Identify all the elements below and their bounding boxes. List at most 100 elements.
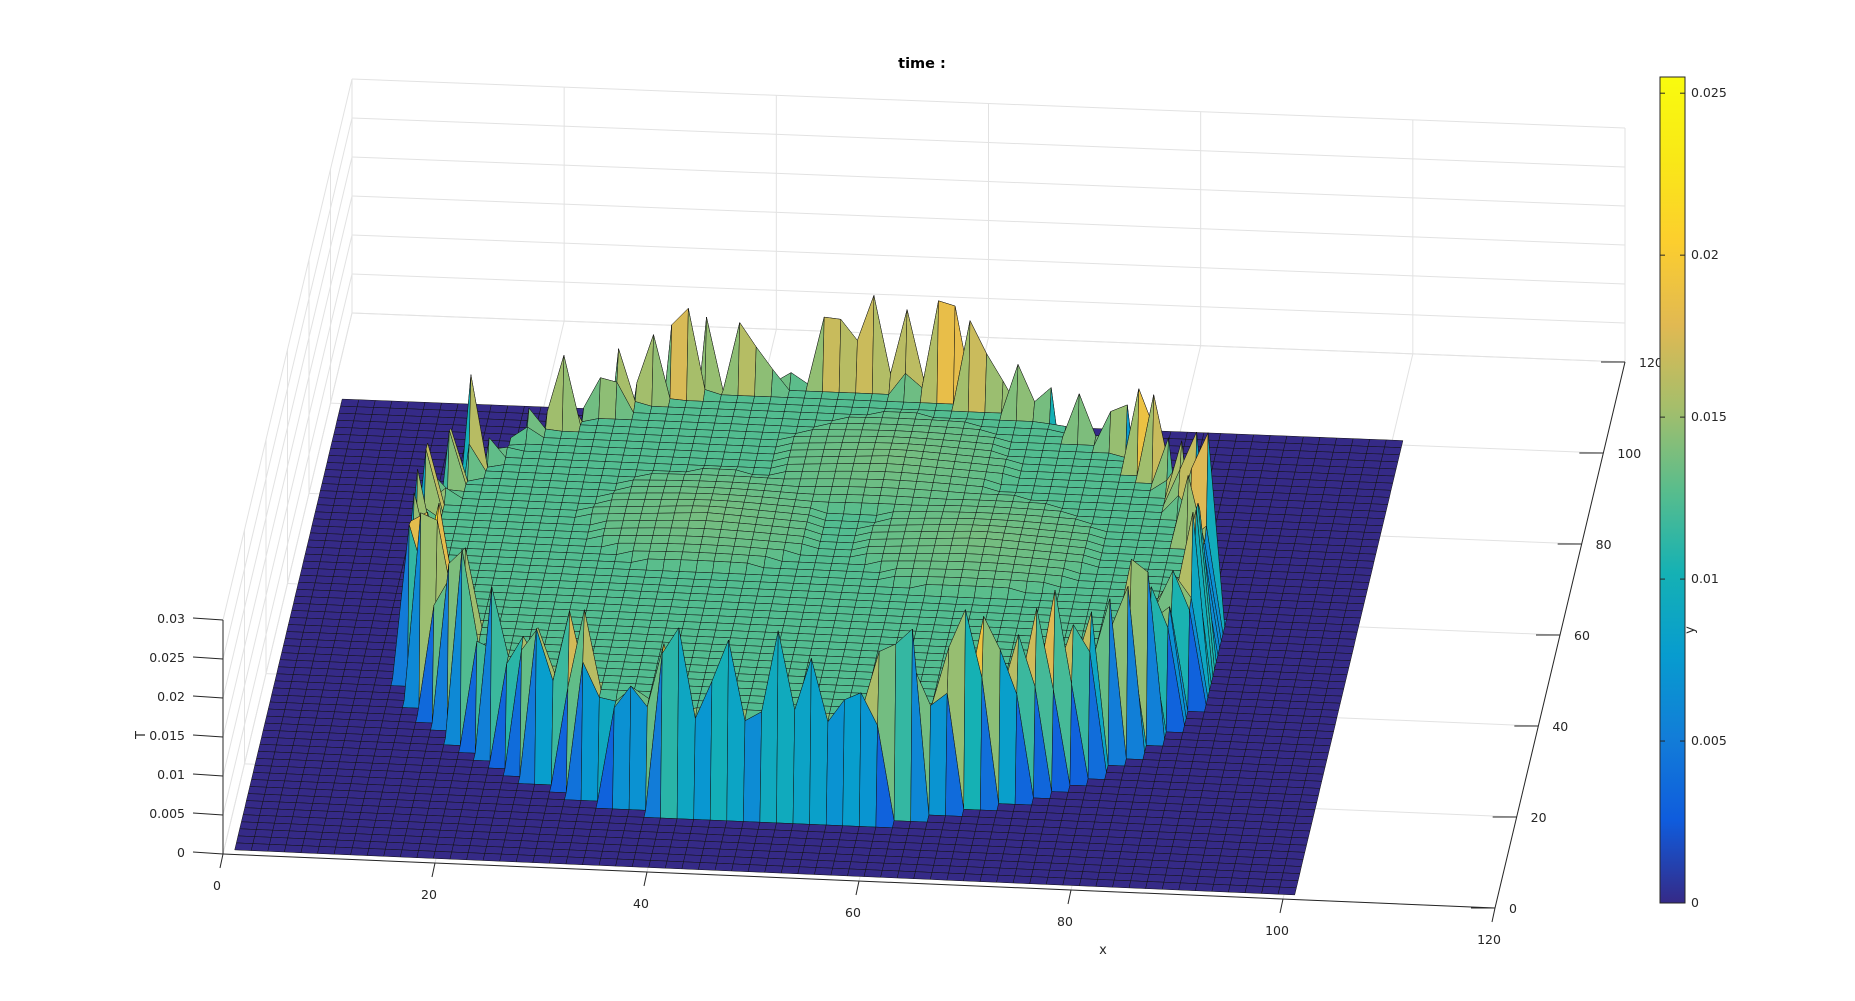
surface-face xyxy=(896,870,916,879)
surface-face xyxy=(1147,802,1167,811)
surface-face xyxy=(379,585,399,594)
surface-face xyxy=(1247,735,1266,744)
surface-face xyxy=(686,671,706,680)
surface-face xyxy=(786,675,806,684)
surface-face xyxy=(675,818,695,827)
surface-face xyxy=(702,528,722,538)
surface-face xyxy=(538,522,558,532)
surface-face xyxy=(973,831,993,840)
surface-face xyxy=(923,659,943,669)
surface-face xyxy=(582,545,602,555)
surface-face xyxy=(1324,480,1344,489)
surface-face xyxy=(1163,803,1183,812)
surface-face xyxy=(1068,615,1088,625)
surface-face xyxy=(1246,455,1266,464)
surface-face xyxy=(1188,768,1208,777)
surface-face xyxy=(639,448,659,457)
surface-face xyxy=(834,613,854,622)
surface-face xyxy=(241,814,260,823)
surface-face xyxy=(1358,546,1378,555)
surface-face xyxy=(382,500,402,509)
surface-face xyxy=(736,842,756,851)
surface-face xyxy=(362,655,382,665)
surface-face xyxy=(375,741,395,751)
surface-face xyxy=(752,467,772,476)
surface-face xyxy=(1291,478,1311,488)
surface-face xyxy=(1332,588,1352,597)
surface-face xyxy=(332,569,352,578)
surface-face xyxy=(1059,820,1079,829)
surface-face xyxy=(1226,540,1246,550)
surface-face xyxy=(1287,844,1307,853)
surface-face xyxy=(774,822,794,831)
surface-face xyxy=(368,770,388,779)
surface-face xyxy=(1309,751,1329,761)
surface-face xyxy=(504,592,524,601)
surface-face xyxy=(1014,868,1034,877)
surface-face xyxy=(1250,792,1270,801)
surface-face xyxy=(393,457,412,467)
surface-face xyxy=(1320,709,1339,718)
surface-face xyxy=(482,432,502,442)
surface-face xyxy=(1132,794,1152,804)
surface-face xyxy=(604,520,624,529)
surface-face xyxy=(330,789,350,799)
surface-face xyxy=(707,586,727,595)
surface-face xyxy=(1299,443,1319,452)
surface-face xyxy=(855,448,875,457)
surface-face xyxy=(499,613,519,623)
surface-face xyxy=(780,561,800,570)
surface-face xyxy=(1266,864,1286,874)
surface-face xyxy=(830,867,850,877)
surface-face xyxy=(1039,833,1059,843)
surface-face xyxy=(390,820,410,830)
surface-face xyxy=(750,402,770,412)
surface-face xyxy=(618,844,638,853)
surface-face xyxy=(823,442,843,450)
surface-face xyxy=(1300,579,1320,588)
surface-face xyxy=(349,569,369,579)
surface-face xyxy=(645,558,665,572)
surface-face xyxy=(692,436,712,445)
surface-face xyxy=(510,500,530,509)
surface-face xyxy=(1269,779,1289,788)
surface-face xyxy=(610,808,630,817)
surface-face xyxy=(236,835,255,844)
surface-face xyxy=(571,524,591,533)
surface-face xyxy=(1305,701,1325,710)
surface-face xyxy=(811,569,831,578)
surface-face xyxy=(1364,453,1384,462)
surface-face xyxy=(1198,725,1218,735)
surface-face xyxy=(1229,669,1249,679)
surface-face xyxy=(1079,878,1098,887)
surface-face xyxy=(710,572,730,581)
surface-face xyxy=(896,488,916,498)
surface-face xyxy=(813,562,833,571)
surface-face xyxy=(372,542,392,551)
surface-face xyxy=(776,575,796,584)
surface-face xyxy=(1150,859,1170,869)
surface-face xyxy=(1063,494,1083,503)
surface-face xyxy=(636,527,655,536)
surface-face xyxy=(503,528,523,537)
surface-face xyxy=(1268,786,1288,795)
surface-face xyxy=(1253,706,1273,715)
surface-face xyxy=(699,855,719,864)
surface-face xyxy=(1105,459,1125,469)
surface-face xyxy=(1289,837,1309,846)
surface-face xyxy=(871,448,891,457)
surface-face xyxy=(1229,598,1249,607)
surface-face xyxy=(975,578,995,588)
surface-face xyxy=(1285,643,1305,652)
surface-face xyxy=(672,449,692,459)
surface-face xyxy=(914,553,934,562)
surface-face xyxy=(304,546,324,555)
surface-face xyxy=(1210,747,1230,757)
surface-face xyxy=(342,669,362,678)
surface-face xyxy=(785,397,805,406)
surface-face xyxy=(1233,512,1253,521)
surface-face xyxy=(884,538,904,547)
surface-face xyxy=(508,507,528,516)
surface-face xyxy=(400,707,420,716)
surface-face xyxy=(493,570,513,580)
